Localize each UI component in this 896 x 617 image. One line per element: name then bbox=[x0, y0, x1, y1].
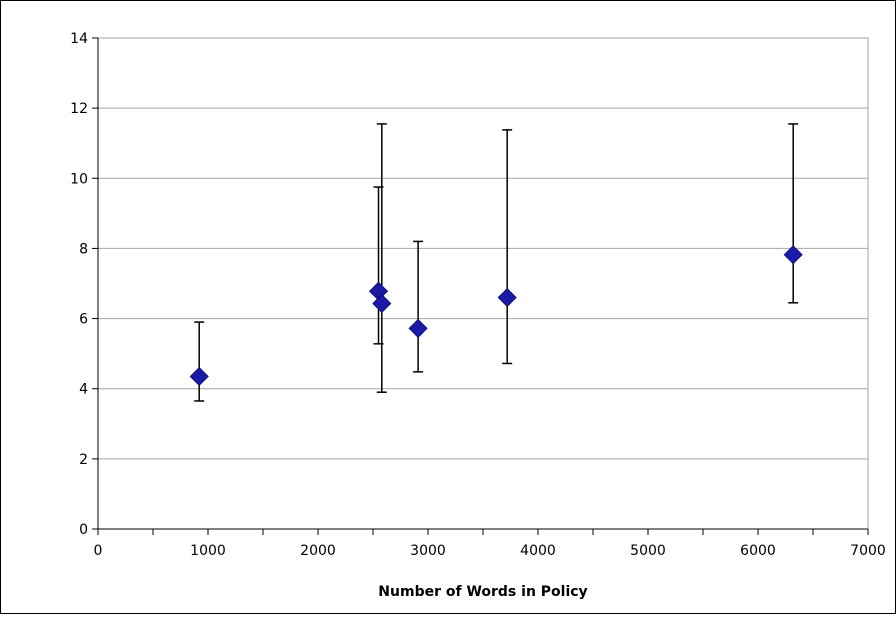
y-tick-label: 14 bbox=[70, 31, 88, 47]
gridlines bbox=[98, 37, 868, 460]
plot-area-border bbox=[97, 37, 869, 530]
x-tick-label: 7000 bbox=[850, 543, 886, 559]
x-tick-label: 3000 bbox=[410, 543, 446, 559]
x-tick-label: 2000 bbox=[300, 543, 336, 559]
y-tick-label: 12 bbox=[70, 101, 88, 117]
y-tick-label: 4 bbox=[79, 382, 88, 398]
data-point-diamond bbox=[372, 293, 392, 314]
x-axis-title: Number of Words in Policy bbox=[378, 584, 587, 600]
tick-labels: 0 2 4 6 8 10 12 14 0 1000 2000 3000 4000 5000 6000 7000 bbox=[70, 31, 886, 559]
data-point-diamond bbox=[408, 318, 428, 338]
data-point-diamond bbox=[497, 287, 517, 308]
x-tick-label: 1000 bbox=[190, 543, 226, 559]
data-point-diamond bbox=[189, 366, 209, 387]
x-tick-label: 5000 bbox=[630, 543, 666, 559]
error-bars bbox=[194, 123, 799, 402]
data-point-diamond bbox=[783, 245, 803, 265]
y-tick-label: 2 bbox=[79, 452, 88, 468]
x-tick-label: 4000 bbox=[520, 543, 556, 559]
axes bbox=[92, 37, 869, 535]
x-tick-label: 0 bbox=[94, 543, 103, 559]
y-tick-label: 8 bbox=[79, 241, 88, 257]
data-points bbox=[189, 245, 803, 387]
y-tick-label: 6 bbox=[79, 312, 88, 328]
x-tick-label: 6000 bbox=[740, 543, 776, 559]
y-tick-label: 0 bbox=[79, 522, 88, 538]
y-tick-label: 10 bbox=[70, 171, 88, 187]
